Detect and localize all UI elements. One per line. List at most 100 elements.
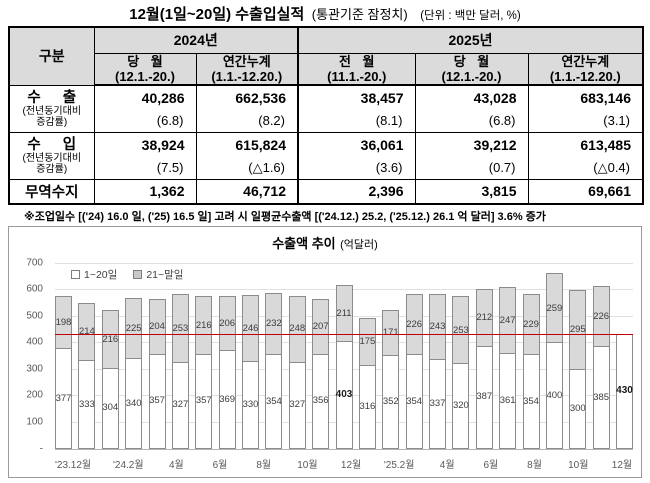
cell-balance-2025-prev: 2,396: [297, 179, 416, 204]
bar-segment-1-20: 327: [288, 361, 306, 449]
row-label-exports: 수 출 (전년동기대비 증감률): [8, 84, 95, 133]
y-tick-label: -: [39, 443, 43, 454]
bar-segment-1-20: 430: [616, 334, 633, 449]
bar-month-23: 226 385: [592, 286, 610, 449]
bar-segment-1-20: 316: [358, 364, 376, 449]
legend-swatch-gray: [133, 269, 143, 279]
cell-rate: (0.7): [488, 160, 516, 176]
cell-value: 38,924: [141, 136, 185, 153]
table-header-columns: 당 월 (12.1.-20.) 연간누계 (1.1.-12.20.) 전 월 (…: [9, 52, 644, 86]
cell-rate: (△0.4): [593, 160, 630, 176]
bar-value-label: 175: [359, 336, 376, 348]
bar-month-10: 248 327: [288, 295, 306, 449]
header-col-2025-current: 당 월 (12.1.-20.): [414, 52, 529, 86]
col-label: 전 월: [338, 53, 375, 69]
bar-segment-21-end: 216: [101, 310, 119, 368]
bar-value-label: 354: [406, 395, 423, 407]
bar-segment-1-20: 304: [101, 367, 119, 449]
header-corner: 구분: [8, 26, 95, 86]
row-label-sub2: 증감률): [36, 116, 68, 128]
bar-month-14: 171 352: [382, 309, 400, 449]
header-col-2024-cumulative: 연간누계 (1.1.-12.20.): [195, 52, 299, 86]
y-axis-labels: 700 600 500 400 300 200 100 -: [9, 257, 51, 454]
cell-balance-2025-current: 3,815: [414, 179, 529, 204]
bar-value-label: 340: [125, 397, 142, 409]
cell-value: 43,028: [473, 89, 517, 106]
x-tick-label: 8월: [256, 459, 272, 471]
bar-segment-1-20: 340: [125, 358, 143, 449]
bar-month-4: 204 357: [148, 299, 166, 449]
bar-value-label: 333: [78, 398, 95, 410]
bar-segment-1-20: 369: [218, 350, 236, 449]
cell-value: 69,661: [588, 183, 631, 200]
bar-segment-1-20: 387: [475, 345, 493, 449]
cell-value: 613,485: [580, 136, 631, 153]
bar-segment-1-20: 357: [195, 353, 213, 449]
y-tick-label: 700: [26, 257, 43, 268]
y-tick-label: 500: [26, 310, 43, 322]
cell-rate: (7.5): [156, 160, 184, 176]
header-year-2024: 2024년: [93, 26, 299, 54]
col-period: (1.1.-12.20.): [549, 68, 621, 84]
bar-value-label: 211: [336, 308, 352, 320]
cell-rate: (8.1): [375, 113, 403, 129]
page-title: 12월(1일~20일) 수출입실적 (통관기준 잠정치) (단위 : 백만 달러…: [0, 0, 650, 24]
bar-value-label: 357: [195, 395, 212, 407]
bar-segment-1-20: 357: [148, 353, 166, 449]
chart-title-unit: (억달러): [340, 238, 378, 251]
bar-value-label: 295: [569, 324, 586, 336]
bar-month-12: 211 403: [335, 285, 353, 449]
y-tick-label: 400: [26, 336, 43, 348]
bar-segment-1-20: 300: [569, 368, 587, 449]
bar-segment-1-20: 352: [382, 354, 400, 449]
legend-swatch-white: [71, 269, 80, 279]
x-tick-label: [275, 456, 297, 471]
bar-segment-1-20: 333: [78, 360, 96, 449]
col-label: 당 월: [453, 53, 490, 69]
bar-month-3: 225 340: [125, 298, 143, 449]
bar-segment-21-end: 198: [55, 295, 72, 349]
bar-value-label: 357: [149, 395, 165, 407]
bar-value-label: 354: [265, 395, 282, 407]
bar-month-20: 229 354: [522, 293, 540, 449]
bar-value-label: 246: [242, 322, 259, 334]
bar-month-9: 232 354: [265, 292, 283, 449]
cell-rate: (6.8): [488, 113, 516, 129]
row-label-main: 수 출: [27, 89, 77, 106]
bar-value-label: 320: [452, 400, 469, 412]
cell-value: 662,536: [235, 89, 286, 106]
bar-segment-21-end: 216: [195, 296, 213, 354]
cell-rate: (6.8): [156, 113, 184, 129]
x-tick-label: 10월: [568, 459, 589, 471]
bar-value-label: 226: [406, 319, 423, 331]
header-col-2025-cumulative: 연간누계 (1.1.-12.20.): [527, 52, 644, 86]
bar-segment-21-end: 171: [382, 309, 400, 355]
row-label-main: 수 입: [27, 137, 77, 153]
cell-value: 39,212: [473, 136, 517, 153]
y-tick-label: 200: [26, 389, 43, 401]
bar-value-label: 198: [55, 316, 72, 328]
bar-segment-1-20: 356: [312, 353, 330, 449]
cell-exports-2025-cumulative: 683,146 (3.1): [527, 84, 644, 133]
col-period: (12.1.-20.): [115, 68, 175, 84]
x-tick-label: 6월: [483, 459, 499, 471]
cell-imports-2024-current: 38,924 (7.5): [93, 132, 197, 180]
bar-segment-21-end: 259: [545, 273, 563, 343]
bar-segment-1-20: 354: [265, 354, 283, 449]
bar-month-0: 198 377: [55, 295, 72, 449]
x-tick-label: [414, 456, 436, 471]
legend-label: 1~20일: [84, 268, 118, 281]
bar-value-label: 377: [55, 392, 72, 404]
table-row-exports: 수 출 (전년동기대비 증감률) 40,286 (6.8) 662,536 (8…: [8, 84, 644, 133]
x-tick-label: [231, 456, 253, 471]
export-trend-chart: 수출액 추이 (억달러) 1~20일 21~말일 700 600 500 400 300…: [8, 225, 642, 478]
legend-label: 21~말일: [146, 268, 184, 281]
x-tick-label: [91, 456, 113, 471]
bar-segment-21-end: 226: [592, 286, 610, 347]
cell-imports-2025-cumulative: 613,485 (△0.4): [527, 132, 644, 180]
header-col-2024-current: 당 월 (12.1.-20.): [93, 52, 197, 86]
cell-exports-2025-current: 43,028 (6.8): [414, 84, 529, 133]
cell-exports-2024-current: 40,286 (6.8): [93, 84, 197, 133]
chart-title-main: 수출액 추이: [272, 235, 336, 251]
